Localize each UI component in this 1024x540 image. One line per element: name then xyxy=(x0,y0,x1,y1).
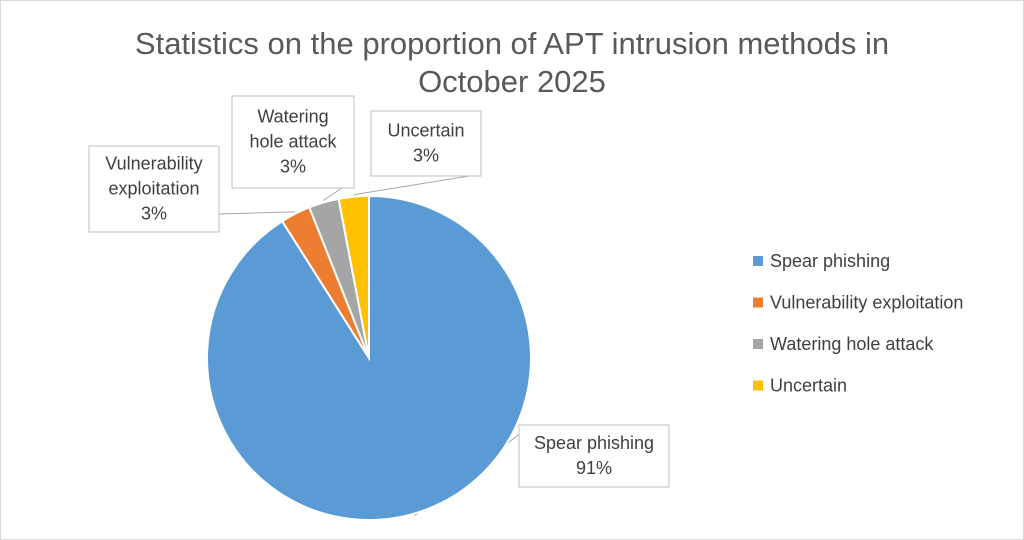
data-label-3: Uncertain 3% xyxy=(370,110,482,177)
data-label-text: 3% xyxy=(141,204,167,224)
data-label-text: Vulnerability xyxy=(105,154,202,174)
data-label-box xyxy=(370,110,482,177)
data-label-text: 3% xyxy=(413,146,439,166)
data-label-0: Spear phishing 91% xyxy=(518,424,670,488)
chart-title-line: Statistics on the proportion of APT intr… xyxy=(135,26,889,61)
chart-title-line: October 2025 xyxy=(418,64,606,99)
data-label-box xyxy=(88,145,220,233)
data-label-2: Watering hole attack 3% xyxy=(231,95,355,189)
pie-slice-3 xyxy=(337,194,370,359)
legend-label: Spear phishing xyxy=(770,251,890,271)
legend-label: Watering hole attack xyxy=(770,334,934,354)
data-label-text: 3% xyxy=(280,157,306,177)
data-label-text: hole attack xyxy=(249,132,337,152)
data-labels: Spear phishing 91% Vulnerability exploitati… xyxy=(88,95,670,488)
legend-swatch xyxy=(753,297,763,308)
data-label-box xyxy=(518,424,670,488)
leader-line xyxy=(353,175,470,196)
pie-slices xyxy=(206,194,532,521)
leader-line xyxy=(322,187,343,201)
legend-swatch xyxy=(753,339,763,349)
chart-title: Statistics on the proportion of APT intr… xyxy=(135,26,889,99)
data-label-text: 91% xyxy=(576,458,612,478)
legend-swatch xyxy=(753,256,763,266)
legend-label: Vulnerability exploitation xyxy=(770,293,963,313)
data-label-text: Spear phishing xyxy=(534,433,654,453)
data-label-box xyxy=(231,95,355,189)
legend-swatch xyxy=(753,380,763,391)
data-label-text: Uncertain xyxy=(387,121,464,141)
leader-line xyxy=(218,211,295,215)
data-label-text: exploitation xyxy=(108,179,199,199)
data-label-1: Vulnerability exploitation 3% xyxy=(88,145,220,233)
legend-label: Uncertain xyxy=(770,376,847,396)
legend: Spear phishing Vulnerability exploitation… xyxy=(753,251,963,396)
data-label-text: Watering xyxy=(257,107,328,127)
